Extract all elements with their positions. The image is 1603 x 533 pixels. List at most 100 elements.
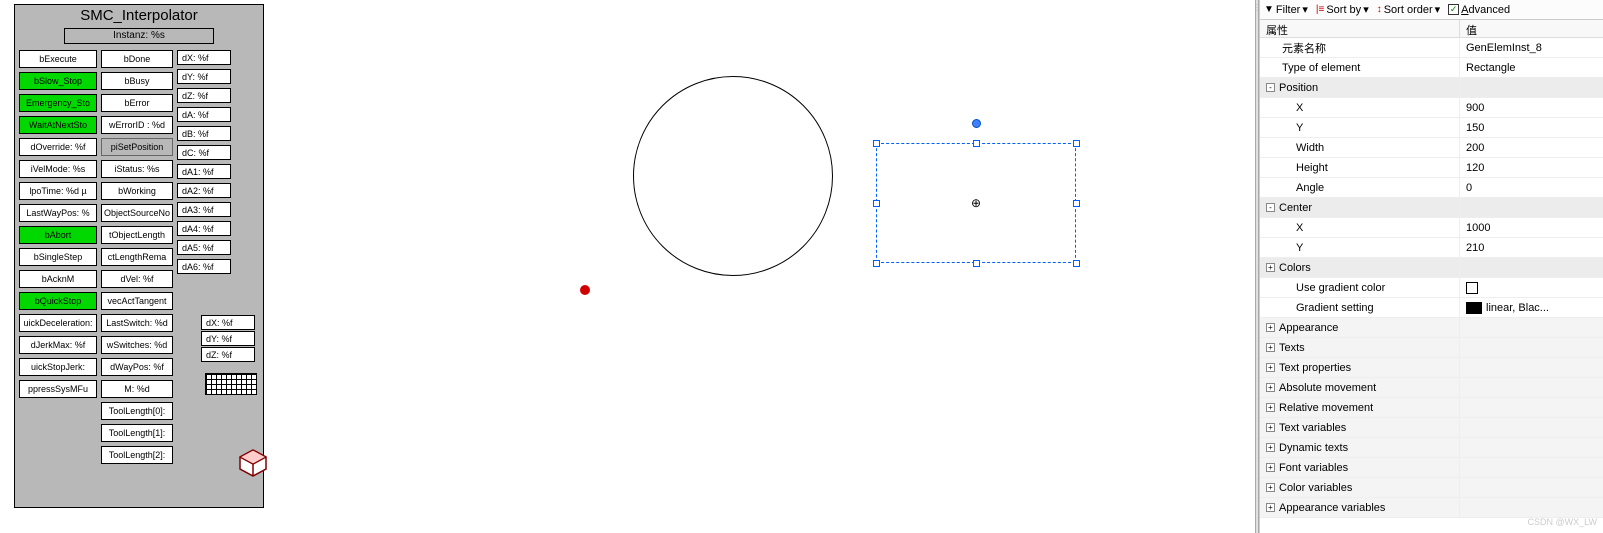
prop-row-2[interactable]: -Position xyxy=(1260,78,1603,98)
prop-value[interactable]: 120 xyxy=(1460,162,1603,174)
col2-btn-0[interactable]: bDone xyxy=(101,50,173,68)
col1-btn-11[interactable]: bQuickStop xyxy=(19,292,97,310)
prop-value[interactable]: 210 xyxy=(1460,242,1603,254)
resize-handle[interactable] xyxy=(873,140,880,147)
col2-btn-15[interactable]: M: %d xyxy=(101,380,173,398)
prop-row-18[interactable]: +Relative movement xyxy=(1260,398,1603,418)
col1-btn-0[interactable]: bExecute xyxy=(19,50,97,68)
expander-icon[interactable]: + xyxy=(1266,403,1275,412)
col3a-0[interactable]: dX: %f xyxy=(177,50,231,65)
prop-value[interactable]: Rectangle xyxy=(1460,62,1603,74)
expander-icon[interactable]: + xyxy=(1266,343,1275,352)
col1-btn-3[interactable]: WaitAtNextSto xyxy=(19,116,97,134)
col2-btn-4[interactable]: piSetPosition xyxy=(101,138,173,156)
col3b-1[interactable]: dY: %f xyxy=(201,331,255,346)
selected-rectangle[interactable]: ⊕ xyxy=(876,143,1076,263)
prop-row-20[interactable]: +Dynamic texts xyxy=(1260,438,1603,458)
col3a-8[interactable]: dA3: %f xyxy=(177,202,231,217)
resize-handle[interactable] xyxy=(973,260,980,267)
col1-btn-2[interactable]: Emergency_Sto xyxy=(19,94,97,112)
resize-handle[interactable] xyxy=(873,260,880,267)
expander-icon[interactable]: + xyxy=(1266,263,1275,272)
advanced-checkbox[interactable]: ✓Advanced xyxy=(1448,4,1510,16)
col2-btn-1[interactable]: bBusy xyxy=(101,72,173,90)
filter-button[interactable]: ▼Filter ▾ xyxy=(1264,3,1308,16)
prop-value[interactable]: 0 xyxy=(1460,182,1603,194)
col2-btn-11[interactable]: vecActTangent xyxy=(101,292,173,310)
expander-icon[interactable]: + xyxy=(1266,323,1275,332)
resize-handle[interactable] xyxy=(973,140,980,147)
col3a-11[interactable]: dA6: %f xyxy=(177,259,231,274)
prop-value[interactable]: 200 xyxy=(1460,142,1603,154)
prop-row-15[interactable]: +Texts xyxy=(1260,338,1603,358)
prop-row-1[interactable]: Type of elementRectangle xyxy=(1260,58,1603,78)
prop-row-21[interactable]: +Font variables xyxy=(1260,458,1603,478)
prop-value[interactable] xyxy=(1460,282,1603,294)
expander-icon[interactable]: + xyxy=(1266,483,1275,492)
prop-row-6[interactable]: Height120 xyxy=(1260,158,1603,178)
col2-btn-12[interactable]: LastSwitch: %d xyxy=(101,314,173,332)
prop-row-13[interactable]: Gradient settinglinear, Blac... xyxy=(1260,298,1603,318)
col1-btn-9[interactable]: bSingleStep xyxy=(19,248,97,266)
prop-row-5[interactable]: Width200 xyxy=(1260,138,1603,158)
prop-row-8[interactable]: -Center xyxy=(1260,198,1603,218)
col2-btn-16[interactable]: ToolLength[0]: xyxy=(101,402,173,420)
prop-value[interactable]: GenElemInst_8 xyxy=(1460,42,1603,54)
col1-btn-1[interactable]: bSlow_Stop xyxy=(19,72,97,90)
expander-icon[interactable]: + xyxy=(1266,443,1275,452)
col1-btn-13[interactable]: dJerkMax: %f xyxy=(19,336,97,354)
col3a-4[interactable]: dB: %f xyxy=(177,126,231,141)
prop-row-0[interactable]: 元素名称GenElemInst_8 xyxy=(1260,38,1603,58)
prop-row-12[interactable]: Use gradient color xyxy=(1260,278,1603,298)
expander-icon[interactable]: + xyxy=(1266,363,1275,372)
rotate-handle[interactable] xyxy=(972,119,981,128)
expander-icon[interactable]: - xyxy=(1266,203,1275,212)
col1-btn-4[interactable]: dOverride: %f xyxy=(19,138,97,156)
col1-btn-6[interactable]: lpoTime: %d µ xyxy=(19,182,97,200)
prop-row-7[interactable]: Angle0 xyxy=(1260,178,1603,198)
red-dot[interactable] xyxy=(580,285,590,295)
expander-icon[interactable]: + xyxy=(1266,503,1275,512)
prop-row-11[interactable]: +Colors xyxy=(1260,258,1603,278)
prop-row-23[interactable]: +Appearance variables xyxy=(1260,498,1603,518)
prop-row-19[interactable]: +Text variables xyxy=(1260,418,1603,438)
prop-row-4[interactable]: Y150 xyxy=(1260,118,1603,138)
col2-btn-14[interactable]: dWayPos: %f xyxy=(101,358,173,376)
resize-handle[interactable] xyxy=(1073,200,1080,207)
prop-row-14[interactable]: +Appearance xyxy=(1260,318,1603,338)
col1-btn-14[interactable]: uickStopJerk: xyxy=(19,358,97,376)
col3a-9[interactable]: dA4: %f xyxy=(177,221,231,236)
expander-icon[interactable]: + xyxy=(1266,423,1275,432)
prop-row-10[interactable]: Y210 xyxy=(1260,238,1603,258)
col2-btn-18[interactable]: ToolLength[2]: xyxy=(101,446,173,464)
col3a-1[interactable]: dY: %f xyxy=(177,69,231,84)
resize-handle[interactable] xyxy=(1073,140,1080,147)
col2-btn-8[interactable]: tObjectLength xyxy=(101,226,173,244)
prop-value[interactable]: 900 xyxy=(1460,102,1603,114)
col1-btn-10[interactable]: bAcknM xyxy=(19,270,97,288)
col2-btn-2[interactable]: bError xyxy=(101,94,173,112)
circle-shape[interactable] xyxy=(633,76,833,276)
expander-icon[interactable]: + xyxy=(1266,383,1275,392)
col3b-2[interactable]: dZ: %f xyxy=(201,347,255,362)
prop-row-3[interactable]: X900 xyxy=(1260,98,1603,118)
col2-btn-5[interactable]: iStatus: %s xyxy=(101,160,173,178)
resize-handle[interactable] xyxy=(1073,260,1080,267)
prop-row-9[interactable]: X1000 xyxy=(1260,218,1603,238)
col1-btn-8[interactable]: bAbort xyxy=(19,226,97,244)
sortby-button[interactable]: |≡Sort by ▾ xyxy=(1316,3,1369,16)
col1-btn-15[interactable]: ppressSysMFu xyxy=(19,380,97,398)
prop-row-22[interactable]: +Color variables xyxy=(1260,478,1603,498)
col3a-7[interactable]: dA2: %f xyxy=(177,183,231,198)
col3a-2[interactable]: dZ: %f xyxy=(177,88,231,103)
col2-btn-6[interactable]: bWorking xyxy=(101,182,173,200)
prop-value[interactable]: 1000 xyxy=(1460,222,1603,234)
col2-btn-10[interactable]: dVel: %f xyxy=(101,270,173,288)
col3a-6[interactable]: dA1: %f xyxy=(177,164,231,179)
col3a-5[interactable]: dC: %f xyxy=(177,145,231,160)
prop-value[interactable]: linear, Blac... xyxy=(1460,302,1603,314)
col1-btn-7[interactable]: LastWayPos: % xyxy=(19,204,97,222)
col3a-10[interactable]: dA5: %f xyxy=(177,240,231,255)
design-canvas[interactable]: ⊕ xyxy=(280,0,1255,533)
prop-row-17[interactable]: +Absolute movement xyxy=(1260,378,1603,398)
